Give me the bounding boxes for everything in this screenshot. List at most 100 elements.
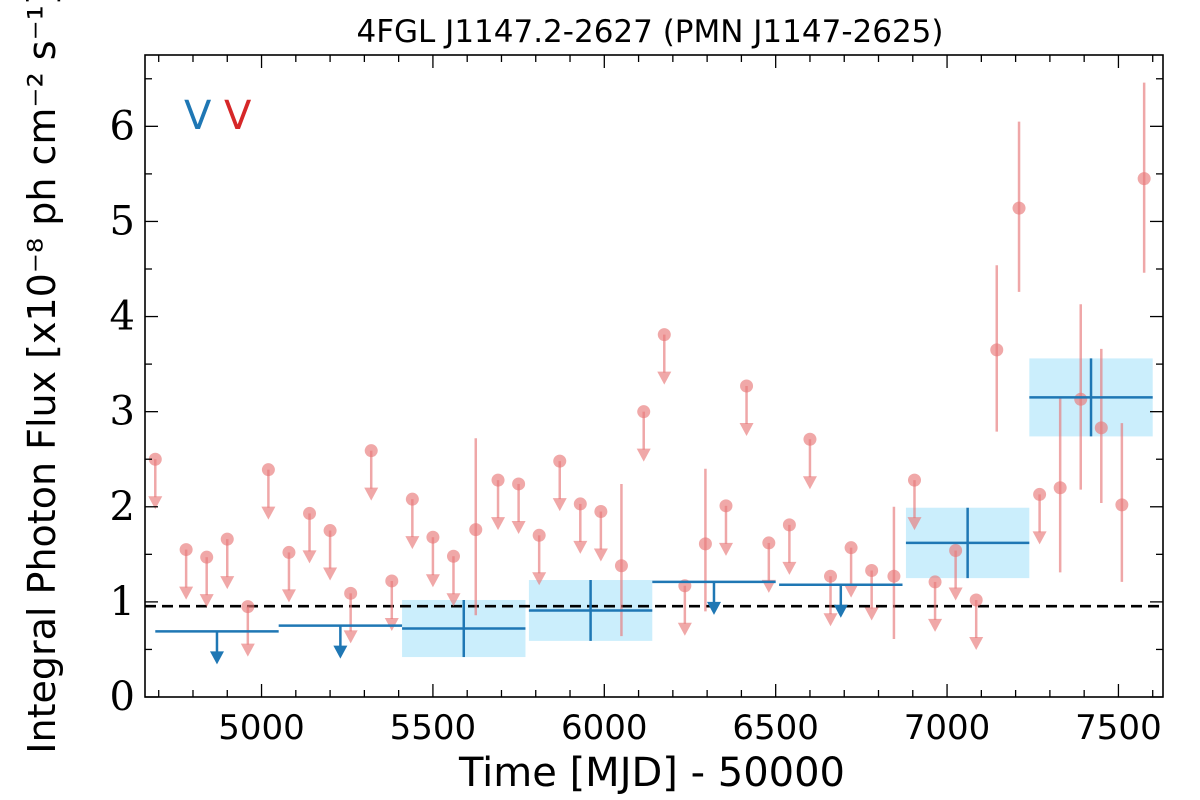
x-tick-label: 5500	[390, 708, 477, 748]
upper-limit-arrowhead	[1032, 531, 1047, 545]
data-point	[426, 530, 440, 544]
data-point	[907, 473, 921, 487]
upper-limit-arrowhead	[833, 604, 848, 618]
upper-limit-arrowhead	[511, 520, 526, 534]
upper-limit-arrowhead	[677, 622, 692, 636]
upper-limit-arrowhead	[425, 574, 440, 588]
x-tick-label: 7000	[904, 708, 991, 748]
data-point	[469, 523, 483, 537]
data-point	[405, 492, 419, 506]
upper-limit-arrowhead	[782, 561, 797, 575]
chart-title: 4FGL J1147.2-2627 (PMN J1147-2625)	[356, 14, 943, 50]
data-point	[364, 444, 378, 458]
upper-limit-arrowhead	[761, 579, 776, 593]
data-point	[241, 600, 255, 614]
upper-limit-arrowhead	[281, 589, 296, 603]
upper-limit-arrowhead	[739, 422, 754, 436]
upper-limit-arrowhead	[491, 517, 506, 531]
data-point	[261, 463, 275, 477]
data-point	[1115, 498, 1129, 512]
upper-limit-arrowhead	[928, 618, 943, 632]
y-tick-label: 3	[110, 389, 135, 435]
upper-limit-arrowhead	[209, 651, 224, 665]
data-point	[844, 541, 858, 555]
upper-limit-arrowhead	[844, 584, 859, 598]
data-point	[969, 593, 983, 607]
upper-limit-arrowhead	[446, 593, 461, 607]
data-point	[782, 518, 796, 532]
upper-limit-arrowhead	[240, 643, 255, 657]
x-tick-label: 5000	[218, 708, 305, 748]
upper-limit-arrowhead	[573, 540, 588, 554]
upper-limit-arrowhead	[405, 536, 420, 550]
data-point	[446, 549, 460, 563]
data-point	[865, 564, 879, 578]
data-point	[323, 524, 337, 538]
data-point	[990, 343, 1004, 357]
upper-limit-arrowhead	[552, 498, 567, 512]
x-axis-label: Time [MJD] - 50000	[458, 750, 845, 796]
upper-limit-arrowhead	[657, 371, 672, 385]
data-point	[1012, 201, 1026, 215]
upper-limit-arrowhead	[718, 542, 733, 556]
y-tick-label: 2	[110, 484, 135, 530]
data-point	[824, 569, 838, 583]
data-point	[698, 537, 712, 551]
axes-frame	[144, 54, 1164, 698]
data-point	[740, 379, 754, 393]
data-point	[491, 473, 505, 487]
upper-limit-arrowhead	[179, 586, 194, 600]
upper-limit-arrowhead	[802, 476, 817, 490]
upper-limit-arrowhead	[220, 576, 235, 590]
data-point	[573, 497, 587, 511]
upper-limit-arrowhead	[323, 567, 338, 581]
legend-marker-red: V	[224, 93, 252, 139]
data-point	[220, 532, 234, 546]
data-point	[887, 569, 901, 583]
y-tick-label: 0	[110, 674, 135, 720]
upper-limit-arrowhead	[706, 601, 721, 615]
data-point	[303, 506, 317, 520]
y-tick-label: 1	[110, 579, 135, 625]
upper-limit-arrowhead	[823, 613, 838, 627]
data-point	[949, 544, 963, 558]
data-point	[553, 454, 567, 468]
data-point	[385, 574, 399, 588]
y-tick-label: 5	[110, 198, 135, 244]
data-point	[928, 575, 942, 589]
data-point	[1053, 481, 1067, 495]
upper-limit-arrowhead	[302, 550, 317, 564]
x-tick-label: 6500	[732, 708, 819, 748]
x-tick-label: 7500	[1075, 708, 1162, 748]
upper-limit-arrowhead	[864, 607, 879, 621]
upper-limit-arrowhead	[364, 487, 379, 501]
y-tick-label: 4	[110, 294, 135, 340]
upper-limit-arrowhead	[969, 636, 984, 650]
data-point	[637, 405, 651, 419]
data-point	[657, 328, 671, 342]
upper-limit-arrowhead	[907, 517, 922, 531]
legend-marker-blue: V	[184, 93, 212, 139]
upper-limit-arrowhead	[593, 548, 608, 562]
data-point	[1033, 487, 1047, 501]
y-axis-label: Integral Photon Flux [x10⁻⁸ ph cm⁻² s⁻¹]	[20, 0, 64, 754]
data-point	[614, 559, 628, 573]
x-tick-label: 6000	[561, 708, 648, 748]
data-point	[512, 477, 526, 491]
data-point	[532, 528, 546, 542]
data-point	[148, 452, 162, 466]
upper-limit-arrowhead	[636, 448, 651, 462]
upper-limit-arrowhead	[333, 645, 348, 659]
upper-limit-arrowhead	[532, 572, 547, 586]
upper-limit-arrowhead	[148, 496, 163, 510]
data-point	[719, 499, 733, 513]
data-point	[282, 545, 296, 559]
data-point	[1074, 392, 1088, 406]
data-point	[179, 543, 193, 557]
data-point	[594, 505, 608, 519]
data-point	[344, 586, 358, 600]
upper-limit-arrowhead	[948, 587, 963, 601]
data-point	[803, 432, 817, 446]
plot-area: 5000 5500 6000 6500 7000 7500 0 1 2 3 4 5 6	[110, 54, 1164, 748]
